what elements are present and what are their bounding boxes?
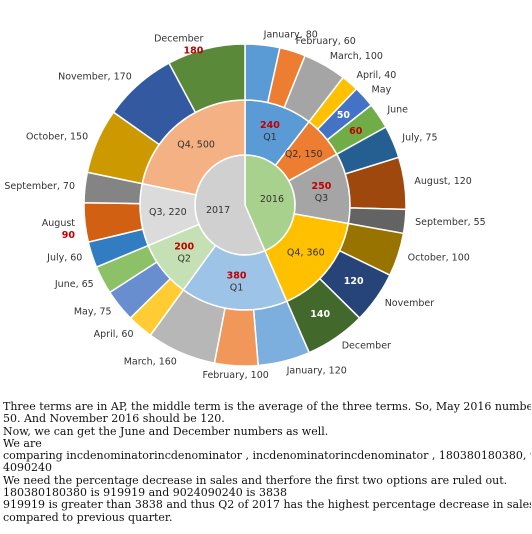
month-value-label: 140 xyxy=(310,309,330,320)
text-line: 4090240 xyxy=(3,462,52,475)
month-label: December xyxy=(154,34,203,45)
month-label: March, 100 xyxy=(330,51,383,62)
month-label: July, 75 xyxy=(401,132,437,143)
quarter-label: Q3, 220 xyxy=(149,207,187,218)
month-label: August, 120 xyxy=(414,176,471,187)
quarter-label: Q2, 150 xyxy=(285,149,323,160)
text-line: We need the percentage decrease in sales… xyxy=(3,474,508,487)
text-line: Now, we can get the June and December nu… xyxy=(3,425,329,438)
month-label: March, 160 xyxy=(124,356,177,367)
month-label: October, 150 xyxy=(26,131,88,142)
month-label: June xyxy=(386,105,408,116)
month-value-label: 90 xyxy=(62,230,76,241)
month-value-label: 120 xyxy=(344,276,364,287)
text-line: compared to previous quarter. xyxy=(3,511,173,524)
quarter-label: Q4, 360 xyxy=(287,248,325,259)
month-label: April, 40 xyxy=(356,70,396,81)
month-label: December xyxy=(342,341,391,352)
quarter-label: Q1 xyxy=(230,283,244,294)
text-line: 50. And November 2016 should be 120. xyxy=(3,413,225,426)
quarter-label: Q4, 500 xyxy=(177,139,215,150)
text-line: Three terms are in AP, the middle term i… xyxy=(3,401,531,413)
month-segment xyxy=(167,43,246,114)
text-line: 180380180380 is 919919 and 9024090240 is… xyxy=(3,487,287,500)
quarter-value-label: 240 xyxy=(260,120,280,131)
month-label: September, 70 xyxy=(4,181,75,192)
quarter-value-label: 200 xyxy=(174,242,194,253)
month-label: July, 60 xyxy=(46,252,82,263)
month-label: May xyxy=(372,85,392,96)
text-line: 919919 is greater than 3838 and thus Q2 … xyxy=(3,499,531,512)
month-label: May, 75 xyxy=(74,307,112,318)
month-label: June, 65 xyxy=(54,279,94,290)
month-value-label: 60 xyxy=(349,126,363,137)
month-label: August xyxy=(42,218,76,229)
quarter-value-label: 380 xyxy=(227,271,247,282)
month-label: January, 80 xyxy=(263,30,318,41)
month-label: February, 100 xyxy=(203,370,269,381)
year-label: 2017 xyxy=(206,205,230,216)
month-value-label: 180 xyxy=(184,46,204,57)
month-label: February, 60 xyxy=(296,36,356,47)
explanation: Three terms are in AP, the middle term i… xyxy=(3,401,531,524)
month-label: January, 120 xyxy=(286,365,347,376)
month-label: September, 55 xyxy=(415,217,486,228)
text-line: We are xyxy=(3,437,42,450)
month-label: April, 60 xyxy=(94,329,134,340)
month-label: November, 170 xyxy=(58,71,132,82)
month-label: November xyxy=(385,298,435,309)
quarter-label: Q2 xyxy=(177,254,191,265)
month-label: October, 100 xyxy=(408,252,470,263)
quarter-label: Q3 xyxy=(315,193,329,204)
quarter-value-label: 250 xyxy=(312,181,332,192)
month-value-label: 50 xyxy=(337,110,351,121)
year-label: 2016 xyxy=(260,194,284,205)
quarter-label: Q1 xyxy=(263,132,277,143)
text-line: comparing incdenominatorincdenominator ,… xyxy=(3,450,531,463)
